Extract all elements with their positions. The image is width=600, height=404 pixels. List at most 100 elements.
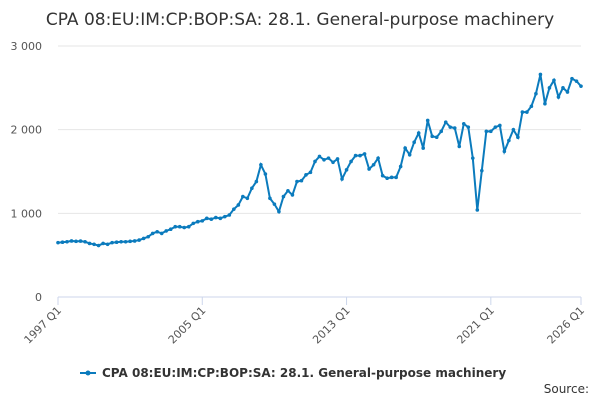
marker [430,134,435,139]
marker [168,227,173,232]
y-tick-label: 3 000 [11,40,43,53]
marker [105,242,110,247]
marker [498,123,502,128]
marker [547,86,552,90]
marker [538,72,543,77]
marker [340,177,344,181]
marker [398,164,403,169]
marker [516,135,520,139]
marker [277,209,281,214]
marker [195,219,200,224]
marker [128,239,132,244]
marker [466,125,471,129]
marker [254,179,259,184]
marker [380,173,385,178]
marker [65,239,69,244]
marker [164,229,169,233]
marker [74,239,78,244]
marker [123,239,128,244]
marker [412,140,416,145]
marker [452,126,457,130]
marker [173,224,178,229]
marker [60,240,65,244]
marker [579,84,583,88]
marker [434,135,439,139]
marker [110,240,114,245]
marker [119,239,123,244]
marker [385,176,389,180]
marker [304,173,308,177]
marker [137,238,141,242]
marker [344,168,349,172]
marker [150,231,155,236]
chart-title: CPA 08:EU:IM:CP:BOP:SA: 28.1. General-pu… [46,10,554,30]
marker [556,95,561,99]
source: Source: [544,382,589,396]
x-tick-label: 2005 Q1 [166,304,209,347]
marker [96,243,101,248]
marker [543,101,547,106]
x-tick-label: 2021 Q1 [454,304,497,347]
line [57,74,582,247]
marker [475,208,480,212]
marker [322,157,326,162]
marker [78,239,83,243]
marker [484,129,489,134]
marker [200,219,205,223]
legend-marker [85,370,91,376]
marker [457,144,462,149]
marker [227,213,232,217]
marker [272,202,277,206]
marker [358,153,362,158]
marker [371,163,376,167]
marker [87,241,92,246]
marker [470,156,475,160]
marker [223,214,227,219]
marker [570,76,574,81]
marker [92,242,96,247]
marker [146,234,150,239]
x-tick-label: 1997 Q1 [22,304,65,347]
marker [403,146,407,150]
marker [313,159,317,164]
marker [69,239,74,243]
marker [493,125,498,129]
y-tick-label: 1 000 [11,207,43,220]
marker [299,178,304,183]
marker [552,78,556,83]
marker [290,193,295,197]
marker [331,160,335,165]
y-tick-label: 0 [35,291,42,304]
marker [132,239,137,243]
x-tick-label: 2026 Q1 [545,304,588,347]
marker [209,217,214,221]
marker [394,175,398,180]
marker [362,152,367,156]
marker [326,156,331,160]
marker [335,157,340,161]
marker [507,138,511,143]
marker [214,215,218,220]
marker [367,167,371,171]
marker [141,236,146,241]
marker [520,110,525,114]
marker [259,163,263,167]
marker [565,90,570,94]
marker [317,154,322,159]
marker [245,196,250,201]
marker [511,127,516,132]
marker [182,225,187,230]
marker [461,122,466,126]
marker [439,129,444,134]
marker [286,188,290,193]
y-tick-label: 2 000 [11,124,43,137]
marker [268,196,272,201]
marker [561,86,565,90]
marker [114,240,119,244]
x-tick-label: 2013 Q1 [310,304,353,347]
marker [159,231,164,236]
marker [425,118,430,123]
marker [389,175,394,180]
marker [101,241,105,246]
